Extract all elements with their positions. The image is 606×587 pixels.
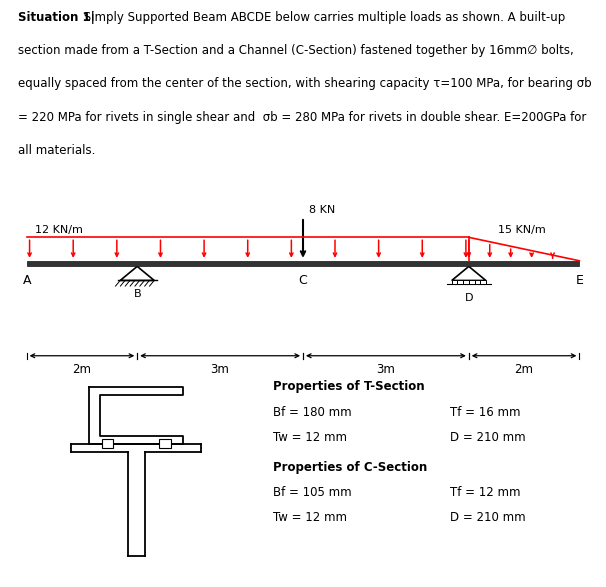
Text: C: C <box>299 274 307 287</box>
Text: Properties of C-Section: Properties of C-Section <box>273 461 428 474</box>
Text: Tf = 16 mm: Tf = 16 mm <box>450 406 521 419</box>
Text: 2m: 2m <box>73 363 92 376</box>
Text: 15 KN/m: 15 KN/m <box>498 225 545 235</box>
Text: D = 210 mm: D = 210 mm <box>450 511 525 524</box>
Text: Tf = 12 mm: Tf = 12 mm <box>450 486 521 499</box>
FancyBboxPatch shape <box>27 261 579 266</box>
FancyBboxPatch shape <box>159 439 171 448</box>
Text: D = 210 mm: D = 210 mm <box>450 431 525 444</box>
Text: Properties of T-Section: Properties of T-Section <box>273 380 425 393</box>
Text: equally spaced from the center of the section, with shearing capacity τ=100 MPa,: equally spaced from the center of the se… <box>18 77 591 90</box>
FancyBboxPatch shape <box>463 281 469 284</box>
Text: 2m: 2m <box>514 363 533 376</box>
Text: section made from a T-Section and a Channel (C-Section) fastened together by 16m: section made from a T-Section and a Chan… <box>18 44 574 57</box>
Text: = 220 MPa for rivets in single shear and  σb = 280 MPa for rivets in double shea: = 220 MPa for rivets in single shear and… <box>18 110 587 123</box>
Text: Situation 1|: Situation 1| <box>18 11 95 24</box>
Text: 3m: 3m <box>376 363 395 376</box>
Text: Bf = 105 mm: Bf = 105 mm <box>273 486 352 499</box>
FancyBboxPatch shape <box>458 281 463 284</box>
Text: 3m: 3m <box>211 363 230 376</box>
FancyBboxPatch shape <box>481 281 486 284</box>
Text: 8 KN: 8 KN <box>309 205 335 215</box>
FancyBboxPatch shape <box>474 281 481 284</box>
Text: D: D <box>465 293 473 303</box>
Text: all materials.: all materials. <box>18 144 95 157</box>
Text: B: B <box>133 289 141 299</box>
Text: E: E <box>576 274 583 287</box>
FancyBboxPatch shape <box>451 281 458 284</box>
Text: A: A <box>22 274 31 287</box>
Text: Tw = 12 mm: Tw = 12 mm <box>273 431 347 444</box>
FancyBboxPatch shape <box>469 281 474 284</box>
Text: Tw = 12 mm: Tw = 12 mm <box>273 511 347 524</box>
Text: Simply Supported Beam ABCDE below carries multiple loads as shown. A built-up: Simply Supported Beam ABCDE below carrie… <box>80 11 565 24</box>
FancyBboxPatch shape <box>102 439 113 448</box>
Text: 12 KN/m: 12 KN/m <box>35 225 83 235</box>
Text: Bf = 180 mm: Bf = 180 mm <box>273 406 352 419</box>
